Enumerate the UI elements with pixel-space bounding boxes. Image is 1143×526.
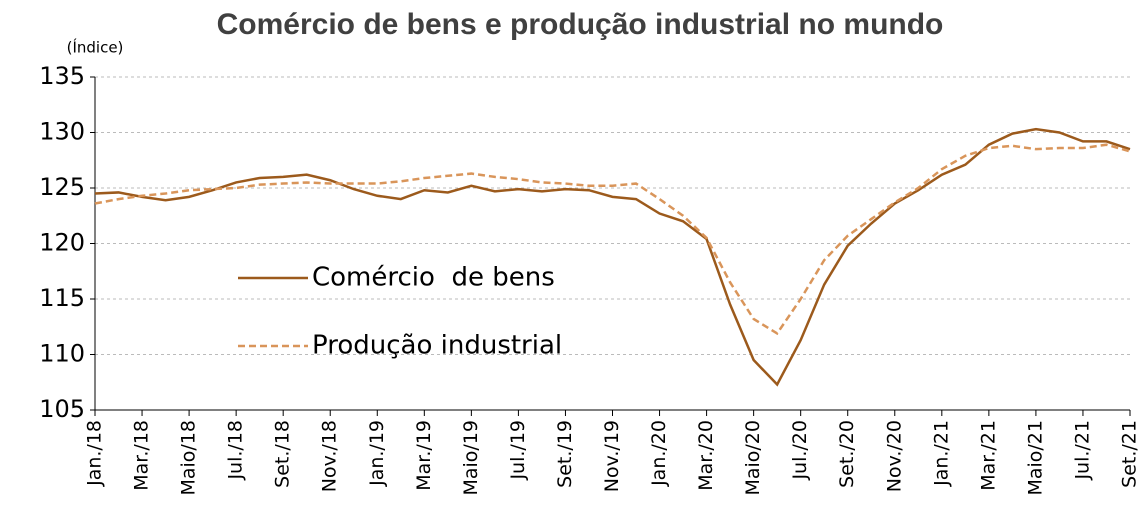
chart-title: Comércio de bens e produção industrial n… (217, 8, 944, 41)
x-tick-label: Jan./20 (648, 420, 670, 487)
y-axis-label: (Índice) (67, 38, 124, 57)
x-tick-label: Mar./19 (413, 420, 435, 491)
y-tick-label: 105 (39, 395, 85, 423)
x-tick-label: Nov./19 (601, 420, 623, 492)
legend-label: Produção industrial (312, 331, 562, 361)
x-tick-label: Mar./20 (695, 420, 717, 491)
x-tick-label: Jul./18 (225, 420, 247, 481)
x-tick-label: Jan./19 (366, 420, 388, 487)
x-tick-label: Maio/20 (742, 420, 764, 496)
y-tick-label: 110 (39, 340, 85, 368)
series-line (94, 143, 1131, 336)
x-tick-label: Mar./21 (977, 420, 999, 491)
x-tick-label: Set./21 (1119, 420, 1141, 488)
x-tick-label: Nov./20 (883, 420, 905, 492)
x-tick-label: Set./18 (272, 420, 294, 488)
y-tick-label: 120 (39, 229, 85, 257)
x-tick-label: Maio/19 (460, 420, 482, 496)
series-line (94, 127, 1131, 387)
x-tick-label: Maio/21 (1024, 420, 1046, 496)
x-tick-label: Jul./20 (789, 420, 811, 481)
legend-label: Comércio de bens (312, 263, 555, 293)
x-tick-label: Jul./19 (507, 420, 529, 481)
y-tick-label: 115 (39, 284, 85, 312)
y-tick-label: 125 (39, 173, 85, 201)
x-tick-label: Set./20 (836, 420, 858, 488)
x-tick-label: Mar./18 (131, 420, 153, 491)
x-tick-label: Maio/18 (178, 420, 200, 496)
x-tick-label: Jan./18 (84, 420, 106, 487)
x-tick-label: Nov./18 (319, 420, 341, 492)
x-tick-label: Set./19 (554, 420, 576, 488)
x-tick-label: Jul./21 (1071, 420, 1093, 481)
y-tick-label: 135 (39, 62, 85, 90)
x-tick-label: Jan./21 (930, 420, 952, 487)
y-tick-label: 130 (39, 118, 85, 146)
